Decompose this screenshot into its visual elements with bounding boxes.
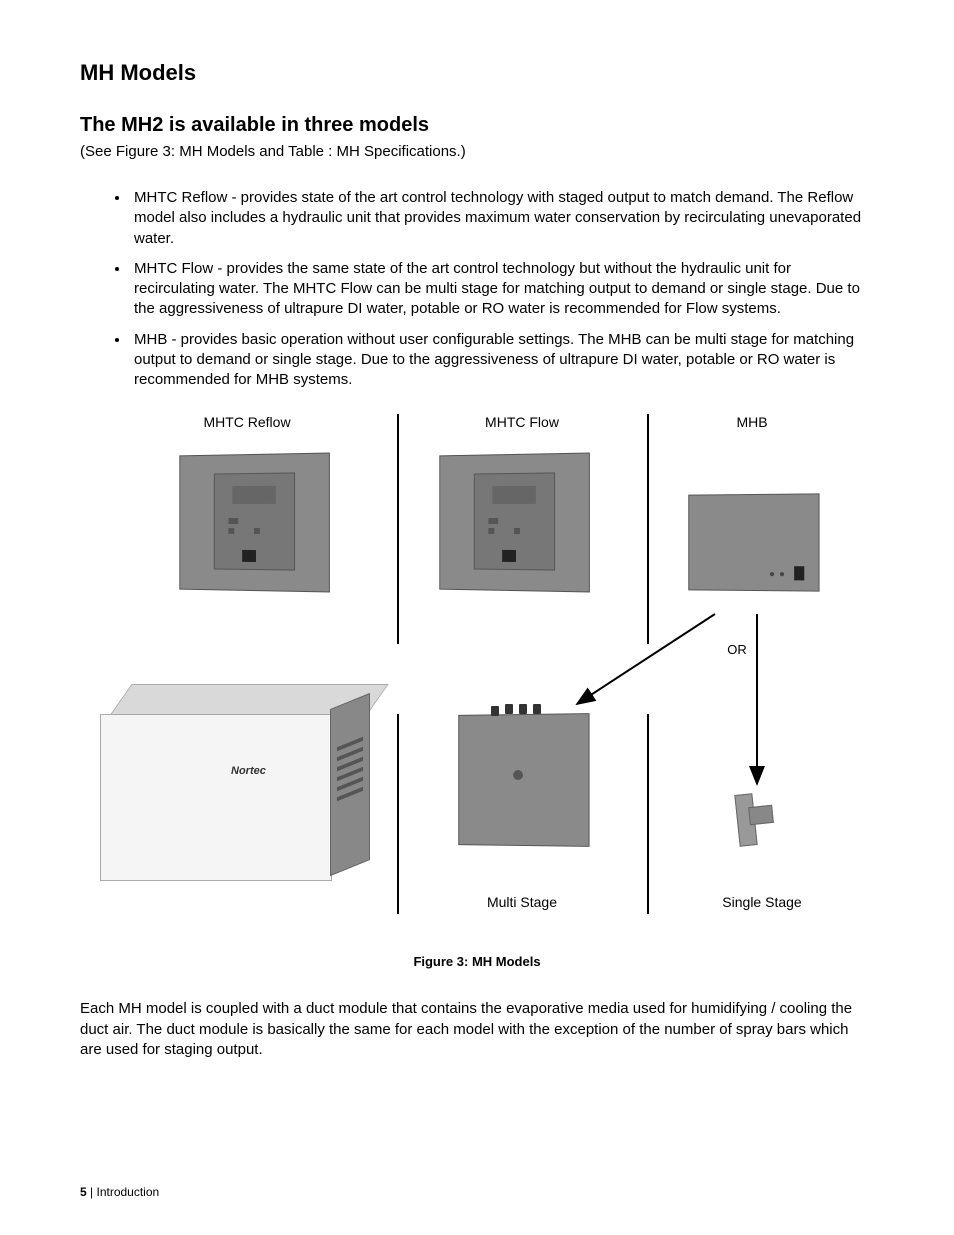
nortec-cabinet-front: Nortec: [100, 714, 332, 881]
divider-2-top: [647, 414, 649, 644]
valve-arm: [748, 805, 774, 825]
junction-multistage: [458, 713, 589, 847]
footer-section: Introduction: [96, 1185, 159, 1199]
divider-1-top: [397, 414, 399, 644]
page-number: 5: [80, 1185, 87, 1199]
heading-mh-models: MH Models: [80, 60, 874, 86]
heading-three-models: The MH2 is available in three models: [80, 114, 874, 137]
figure-3-diagram: MHTC Reflow MHTC Flow MHB: [97, 414, 857, 934]
bullet-mhtc-flow: MHTC Flow - provides the same state of t…: [130, 259, 874, 320]
divider-1-bot: [397, 714, 399, 914]
nortec-cabinet-side: [330, 693, 370, 876]
subnote-reference: (See Figure 3: MH Models and Table : MH …: [80, 143, 874, 160]
bullet-mhtc-reflow: MHTC Reflow - provides state of the art …: [130, 188, 874, 249]
page-footer: 5 | Introduction: [80, 1185, 159, 1199]
model-bullet-list: MHTC Reflow - provides state of the art …: [80, 188, 874, 390]
bullet-mhb: MHB - provides basic operation without u…: [130, 330, 874, 391]
or-label: OR: [722, 642, 752, 657]
device-mhb: [688, 494, 819, 592]
col-label-flow: MHTC Flow: [437, 414, 607, 430]
col-label-reflow: MHTC Reflow: [157, 414, 337, 430]
closing-paragraph: Each MH model is coupled with a duct mod…: [80, 999, 874, 1060]
label-multistage: Multi Stage: [457, 894, 587, 910]
device-mhtc-reflow: [179, 453, 330, 593]
divider-2-bot: [647, 714, 649, 914]
brand-label: Nortec: [231, 765, 266, 777]
col-label-mhb: MHB: [677, 414, 827, 430]
label-singlestage: Single Stage: [687, 894, 837, 910]
figure-caption: Figure 3: MH Models: [80, 954, 874, 969]
device-mhtc-flow: [439, 453, 590, 593]
